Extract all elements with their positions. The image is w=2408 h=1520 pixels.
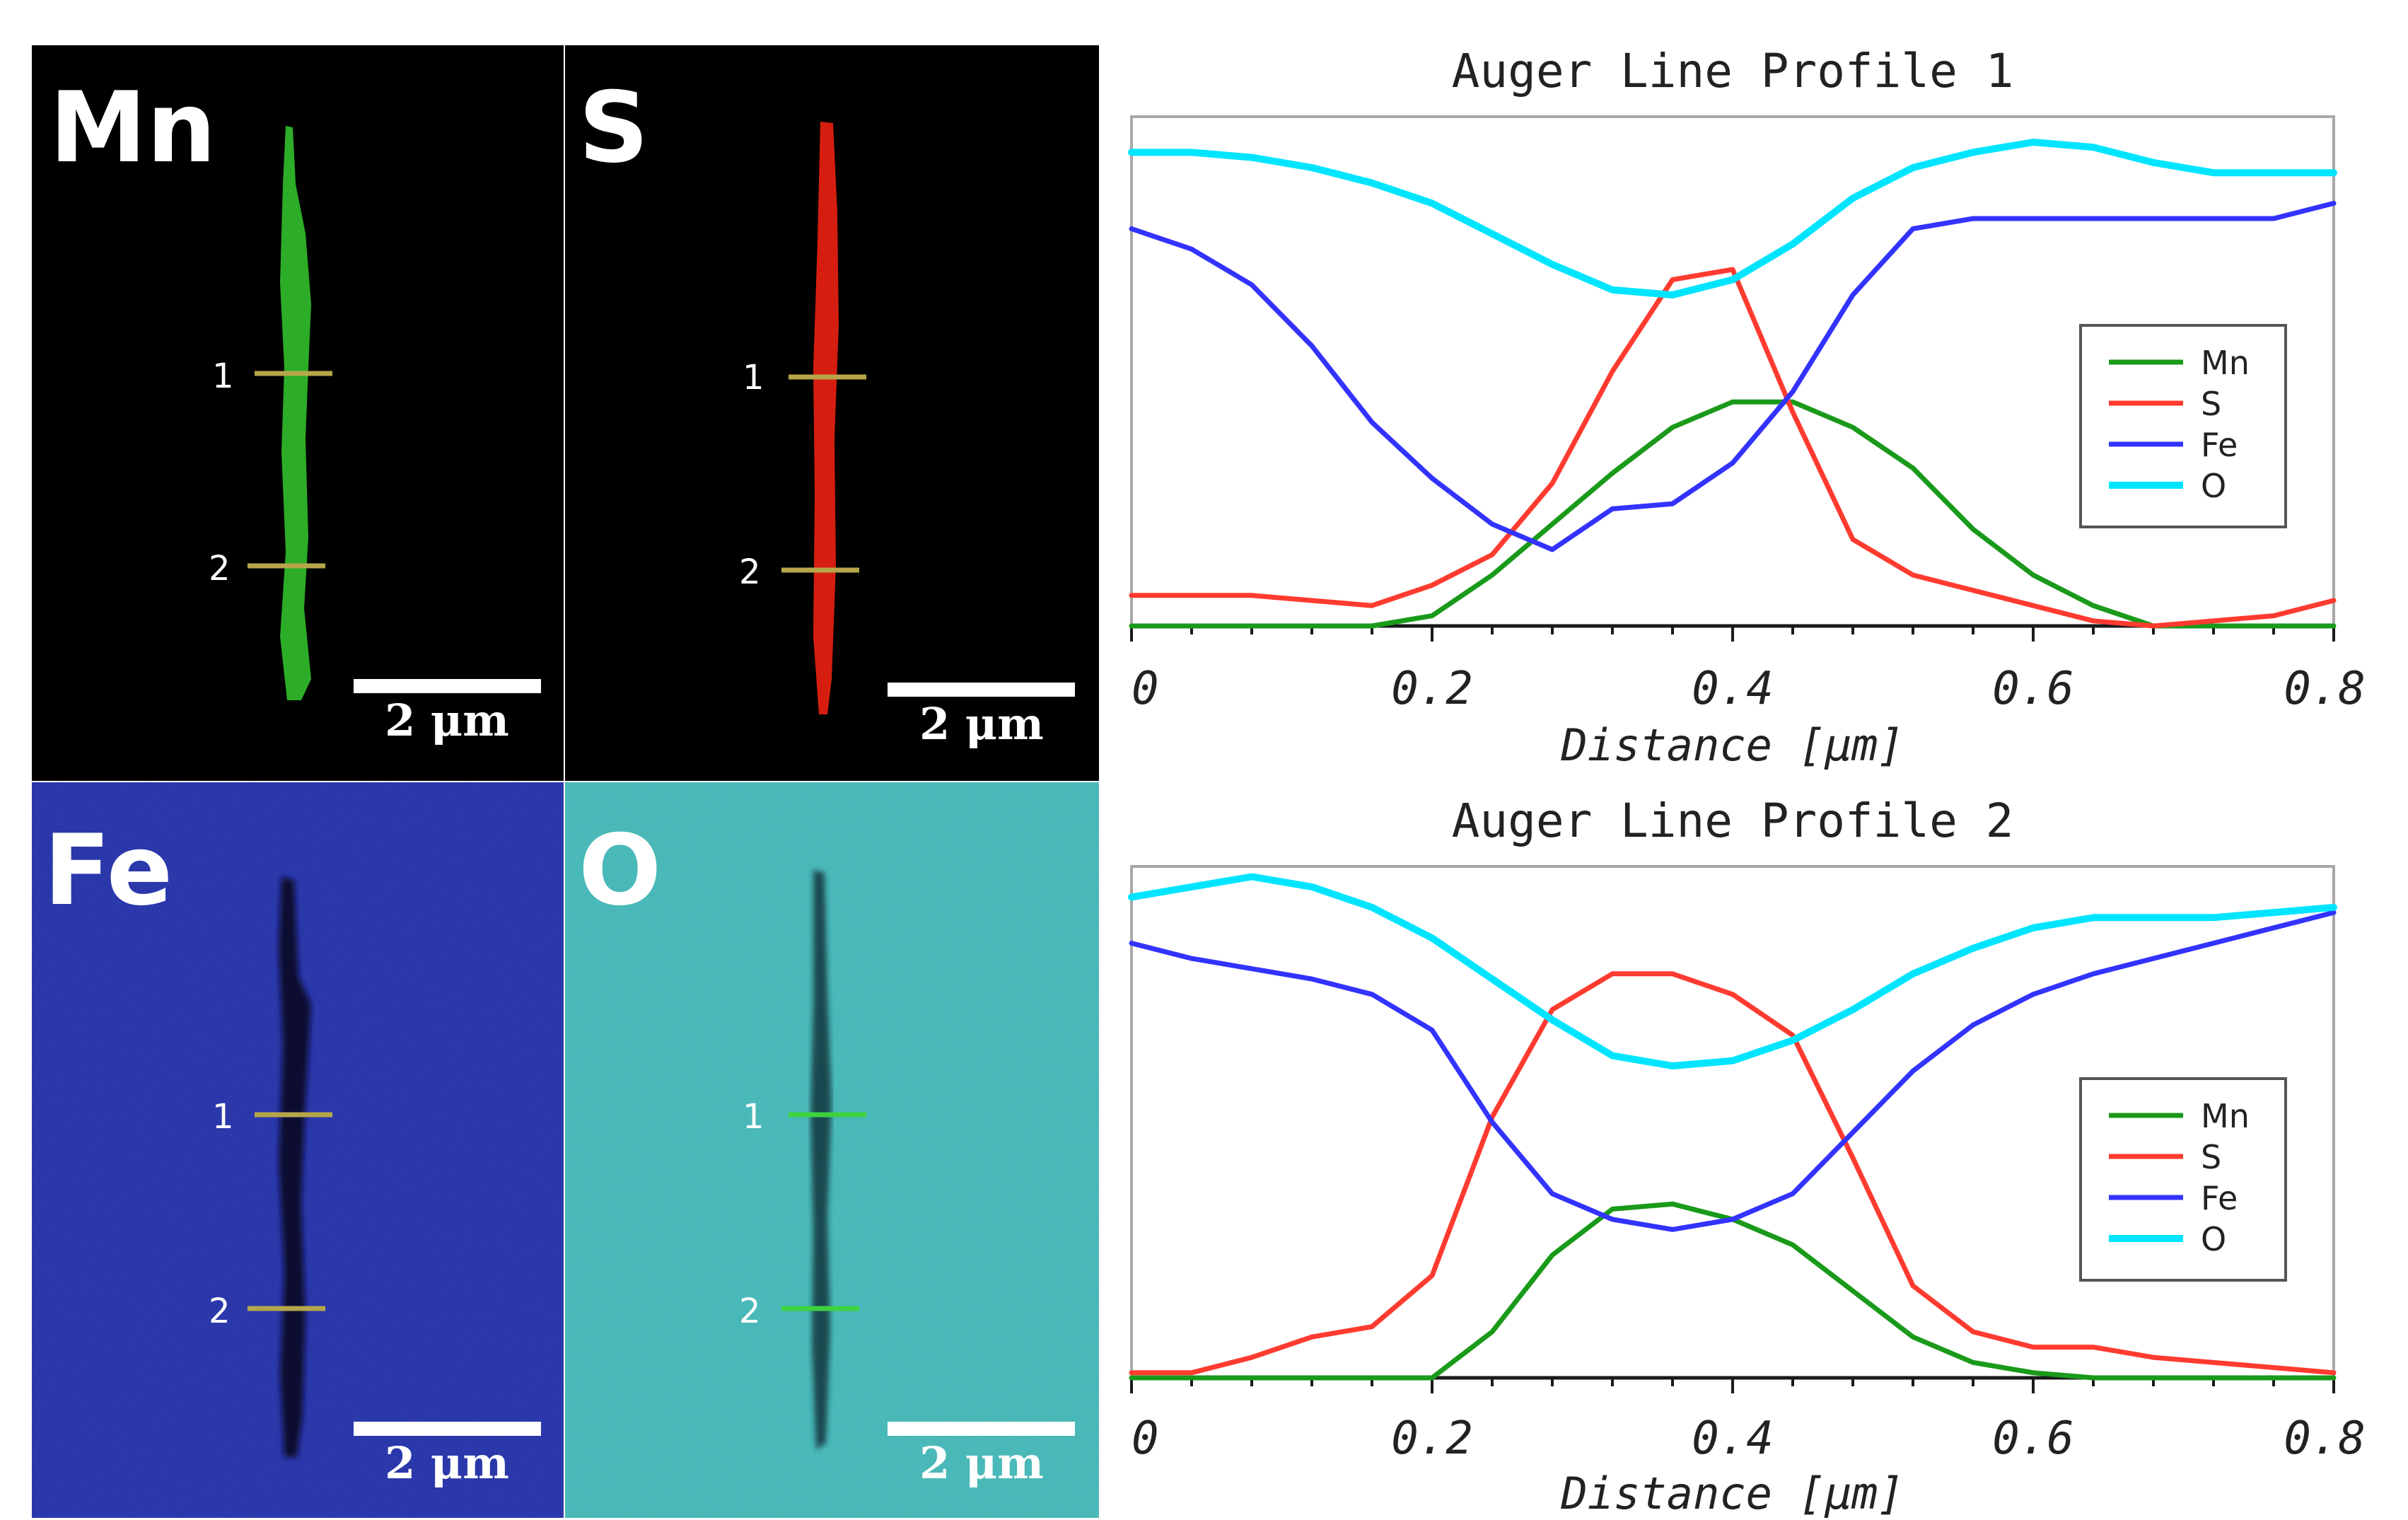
chart-title: Auger Line Profile 2 (1452, 794, 2014, 848)
series-line-s (1129, 971, 2337, 1376)
map-s-scalebar-label: 2 μm (919, 698, 1044, 750)
map-panel-o: O 1 2 2 μm (565, 782, 1099, 1518)
x-tick-label: 0.2 (1391, 1412, 1473, 1465)
legend-label-s: S (2201, 385, 2221, 423)
map-mn-marker-label-1: 1 (212, 356, 234, 396)
legend-label-fe: Fe (2201, 426, 2238, 464)
map-s-marker-label-2: 2 (739, 552, 761, 592)
legend-box (2079, 324, 2287, 528)
series-line-fe (1129, 910, 2337, 1232)
map-mn-scalebar-label: 2 μm (385, 695, 509, 746)
x-tick-label: 0.4 (1692, 663, 1774, 715)
x-tick-label: 0 (1132, 1412, 1159, 1465)
chart-line-profile-2: Auger Line Profile 2 0 0.2 0.4 0.6 0.8 Distanc… (1128, 794, 2366, 1519)
legend-label-o: O (2201, 467, 2226, 505)
map-o-scalebar (888, 1422, 1075, 1436)
map-o-noise (565, 782, 1099, 1518)
map-o-scalebar-label: 2 μm (919, 1437, 1044, 1489)
series-line-mn (1129, 399, 2337, 629)
map-s-inclusion (813, 122, 839, 714)
map-mn-scalebar (354, 679, 541, 693)
legend-label-mn: Mn (2201, 344, 2250, 382)
map-label-fe: Fe (44, 813, 173, 927)
map-s-marker-label-1: 1 (743, 358, 764, 398)
chart-line-profile-1: Auger Line Profile 1 0 0.2 0.4 0.6 0.8 Distanc… (1128, 44, 2366, 771)
map-fe-marker-label-1: 1 (212, 1097, 234, 1137)
map-s-scalebar (888, 683, 1075, 697)
map-fe-scalebar (354, 1422, 541, 1436)
x-axis-label: Distance [μm] (1560, 1468, 1904, 1519)
map-label-o: O (578, 813, 661, 927)
map-panel-mn: Mn 1 2 2 μm (32, 45, 564, 781)
series-line-o (1128, 139, 2337, 298)
x-tick-label: 0.8 (2284, 663, 2366, 715)
map-o-marker-label-2: 2 (739, 1292, 761, 1331)
legend-label-mn: Mn (2201, 1097, 2250, 1135)
map-panel-fe: Fe 1 2 2 μm (32, 782, 564, 1518)
map-fe-marker-label-2: 2 (209, 1292, 231, 1331)
x-tick-label: 0.2 (1391, 663, 1473, 715)
map-mn-marker-label-2: 2 (209, 549, 231, 588)
x-tick-label: 0.6 (1992, 663, 2074, 715)
legend-label-s: S (2201, 1138, 2221, 1176)
legend-label-o: O (2201, 1220, 2226, 1258)
legend-box (2079, 1077, 2287, 1282)
map-fe-inclusion (279, 877, 311, 1457)
chart-title: Auger Line Profile 1 (1452, 44, 2014, 98)
x-axis-label: Distance [μm] (1560, 719, 1904, 771)
map-mn-inclusion (280, 126, 311, 700)
x-tick-label: 0 (1132, 663, 1159, 715)
map-label-s: S (578, 71, 648, 185)
x-tick-label: 0.4 (1692, 1412, 1774, 1465)
series-line-o (1128, 873, 2337, 1069)
map-o-inclusion (810, 870, 832, 1450)
x-tick-label: 0.6 (1992, 1412, 2074, 1465)
map-panel-s: S 1 2 2 μm (565, 45, 1099, 781)
map-label-mn: Mn (50, 71, 216, 185)
map-fe-scalebar-label: 2 μm (385, 1437, 509, 1489)
series-line-s (1129, 267, 2337, 629)
map-o-marker-label-1: 1 (743, 1097, 764, 1137)
x-tick-label: 0.8 (2284, 1412, 2366, 1465)
series-line-fe (1129, 200, 2337, 552)
legend-label-fe: Fe (2201, 1179, 2238, 1217)
